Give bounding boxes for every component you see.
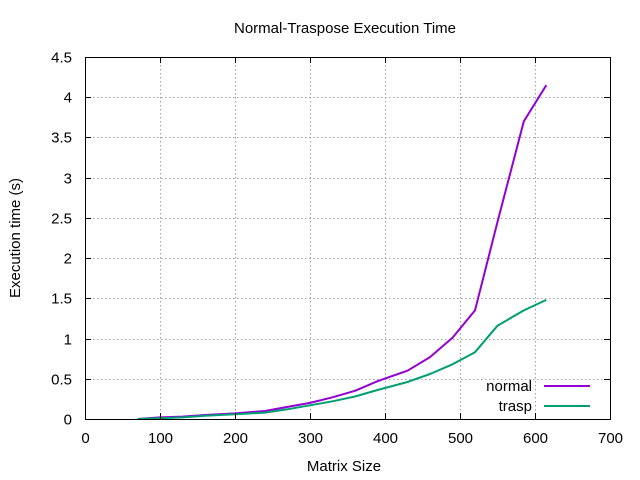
y-tick-label: 2 (64, 251, 72, 268)
x-axis-title: Matrix Size (307, 458, 381, 475)
legend-label-trasp: trasp (499, 398, 532, 415)
grid-lines (85, 57, 610, 419)
y-tick-label: 0 (64, 412, 72, 429)
y-tick-label: 1.5 (51, 291, 72, 308)
x-tick-label: 700 (598, 430, 623, 447)
x-tick-label: 100 (148, 430, 173, 447)
series-lines (137, 84, 548, 420)
y-tick-label: 3.5 (51, 130, 72, 147)
y-tick-label: 4 (64, 90, 72, 107)
legend-label-normal: normal (486, 378, 532, 395)
plot-frame (85, 57, 611, 420)
chart-title: Normal-Traspose Execution Time (234, 20, 456, 37)
y-axis-title: Execution time (s) (7, 178, 24, 298)
axis-ticks: 0 100 200 300 400 500 600 700 0 0.5 1 1.5 2 2.5 3 3.5 4 4… (51, 50, 623, 448)
series-line-normal (137, 84, 548, 420)
series-line-trasp (137, 298, 547, 420)
x-tick-label: 200 (223, 430, 248, 447)
y-tick-label: 4.5 (51, 50, 72, 67)
x-tick-label: 300 (298, 430, 323, 447)
x-tick-label: 0 (81, 430, 89, 447)
y-tick-label: 3 (64, 171, 72, 188)
y-tick-label: 2.5 (51, 211, 72, 228)
x-tick-label: 600 (523, 430, 548, 447)
y-tick-label: 0.5 (51, 372, 72, 389)
x-tick-label: 400 (373, 430, 398, 447)
legend: normal trasp (486, 378, 590, 415)
x-tick-label: 500 (448, 430, 473, 447)
y-tick-label: 1 (64, 332, 72, 349)
